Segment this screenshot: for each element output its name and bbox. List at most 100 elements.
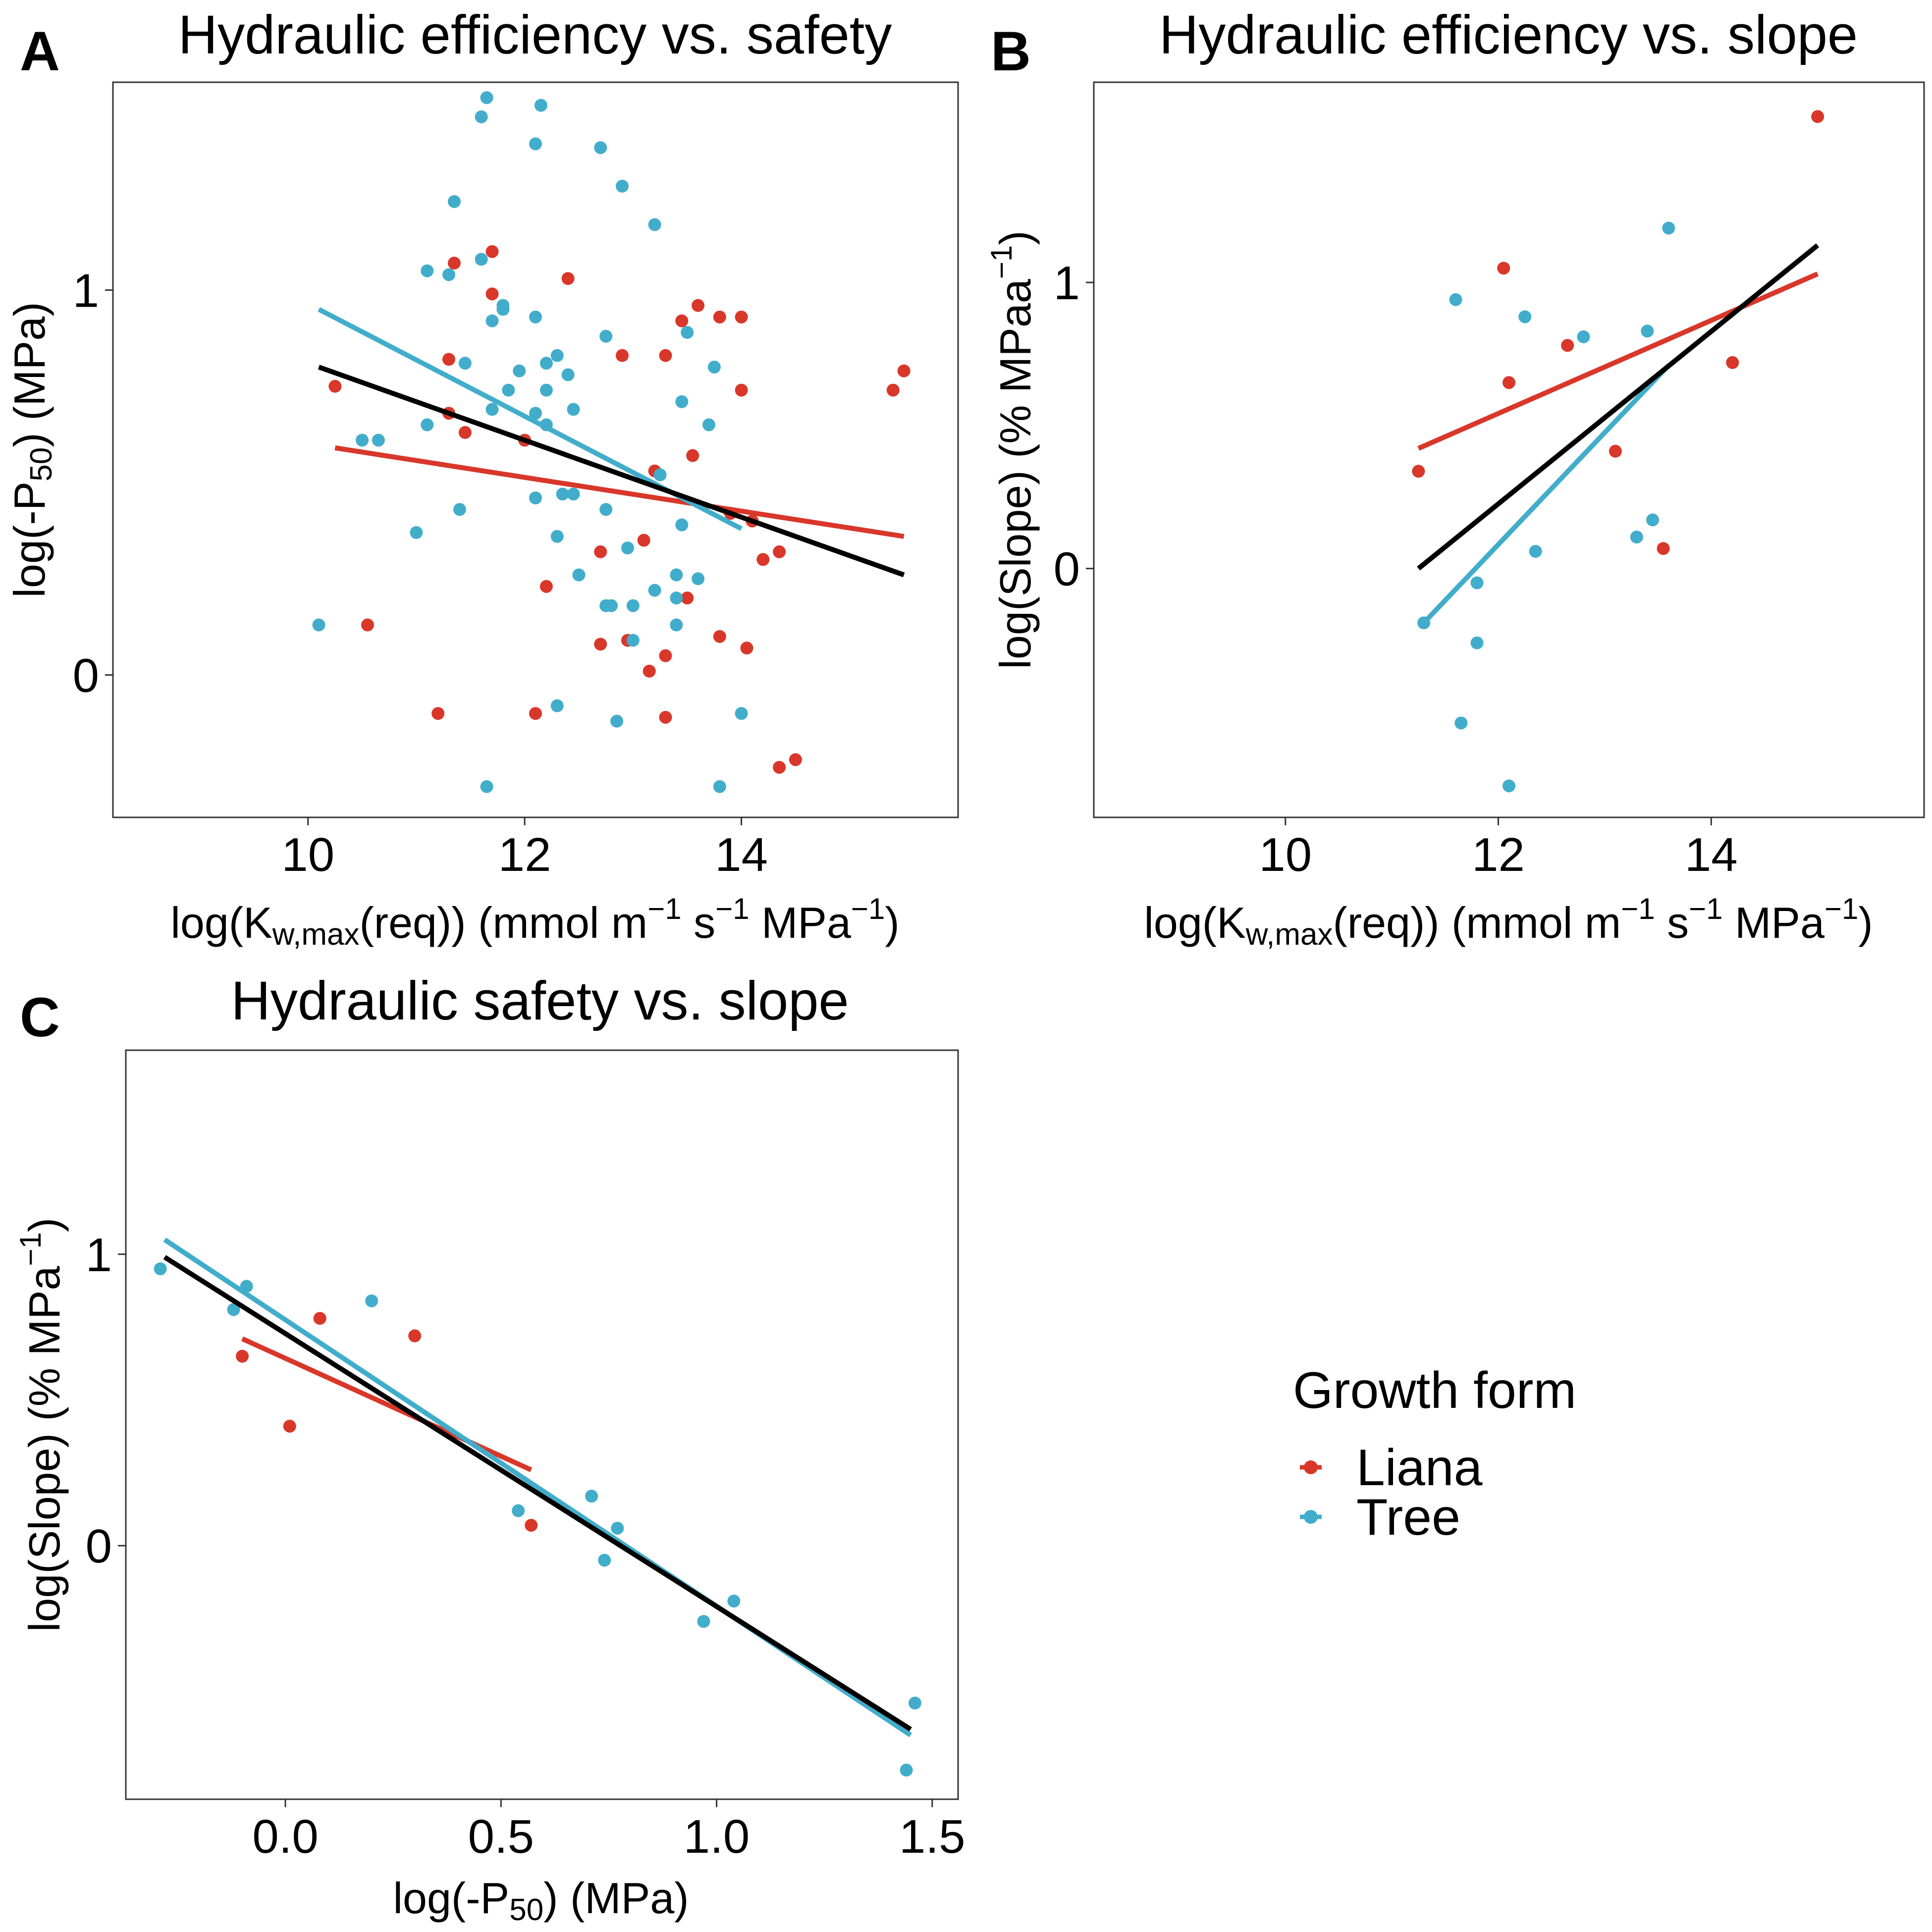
panel-a-point-liana — [897, 364, 911, 377]
panel-b-point-tree — [1503, 779, 1515, 793]
panel-a-point-tree — [670, 568, 683, 582]
panel-a-fit-line-all — [318, 365, 905, 578]
panel-b-point-liana — [1609, 444, 1622, 458]
panel-a-point-tree — [670, 591, 683, 605]
panel-a-y-tick-label: 1 — [73, 265, 99, 318]
panel-c-y-axis-label: log(Slope) (% MPa−1) — [14, 1218, 69, 1632]
panel-b-fit-line-liana — [1417, 271, 1819, 451]
panel-a-point-liana — [773, 545, 786, 558]
panel-b-point-liana — [1811, 110, 1825, 123]
panel-c-title: Hydraulic safety vs. slope — [231, 970, 849, 1031]
panel-a-point-tree — [675, 518, 689, 532]
panel-c-point-liana — [236, 1349, 249, 1363]
panel-b-point-tree — [1518, 310, 1532, 323]
panel-b-y-tick-label: 0 — [1054, 543, 1080, 596]
panel-a-point-liana — [756, 553, 770, 566]
panel-a-point-tree — [615, 179, 629, 193]
panel-a-point-tree — [539, 383, 553, 397]
panel-a-y-axis-label: log(-P50) (MPa) — [5, 302, 58, 597]
panel-a-point-tree — [529, 310, 542, 323]
panel-a-point-tree — [675, 395, 689, 408]
panel-a-point-tree — [356, 433, 369, 447]
panel-a-point-liana — [485, 245, 499, 258]
panel-a-point-liana — [447, 257, 461, 270]
panel-b-point-tree — [1577, 330, 1590, 343]
panel-b-fit-line-tree — [1422, 364, 1670, 625]
panel-a-point-liana — [328, 379, 342, 393]
panel-c: C Hydraulic safety vs. slope 0.0 0.5 1.0 1.… — [14, 970, 965, 1927]
panel-b-point-liana — [1726, 356, 1739, 369]
panel-a-point-tree — [529, 137, 542, 151]
panel-a-point-tree — [372, 433, 385, 447]
panel-b-point-liana — [1412, 465, 1425, 478]
panel-b: B Hydraulic efficiency vs. slope 10 12 14 0… — [985, 4, 1925, 952]
panel-a-point-tree — [626, 634, 640, 647]
panel-a-point-liana — [643, 664, 656, 678]
panel-a-point-tree — [561, 368, 575, 381]
panel-a-point-tree — [513, 364, 526, 377]
panel-a-point-liana — [735, 310, 748, 323]
panel-b-point-tree — [1529, 544, 1542, 558]
panel-c-x-axis-label: log(-P50) (MPa) — [393, 1874, 689, 1927]
panel-a-point-liana — [675, 314, 689, 327]
panel-c-point-tree — [585, 1490, 598, 1503]
panel-a-point-tree — [442, 268, 456, 281]
panel-a-point-tree — [594, 141, 607, 155]
panel-a-point-liana — [561, 272, 575, 285]
panel-a-point-liana — [713, 630, 726, 643]
legend-tree-label: Tree — [1356, 1489, 1460, 1546]
panel-b-fit-line-all — [1417, 243, 1820, 571]
panel-a-point-tree — [567, 487, 580, 501]
panel-c-point-tree — [697, 1615, 710, 1628]
panel-c-point-tree — [598, 1554, 611, 1567]
panel-a-point-liana — [659, 349, 672, 362]
panel-c-point-tree — [900, 1764, 913, 1777]
panel-c-point-liana — [525, 1518, 538, 1532]
panel-a-point-tree — [648, 584, 661, 597]
panel-b-plot-area — [1093, 81, 1925, 818]
panel-a-point-tree — [572, 568, 586, 582]
panel-b-point-tree — [1646, 513, 1660, 527]
panel-a-point-liana — [485, 287, 499, 301]
panel-b-point-tree — [1454, 716, 1468, 730]
panel-a-point-tree — [485, 314, 499, 327]
panel-label-b: B — [991, 20, 1031, 82]
panel-a-point-liana — [692, 299, 705, 312]
panel-a-point-tree — [653, 468, 667, 482]
panel-a-point-tree — [605, 599, 618, 612]
panel-c-point-tree — [611, 1521, 624, 1535]
panel-a-point-tree — [529, 407, 542, 420]
panel-c-point-liana — [408, 1329, 422, 1342]
panel-c-fit-line-liana — [241, 1336, 533, 1472]
panel-c-point-tree — [512, 1504, 525, 1517]
panel-c-point-liana — [283, 1419, 296, 1433]
panel-a-point-tree — [550, 699, 564, 712]
legend-tree-dot — [1304, 1510, 1318, 1524]
panel-a-point-tree — [621, 541, 634, 555]
panel-a-point-liana — [659, 649, 672, 662]
legend-item-tree: Tree — [1300, 1489, 1460, 1546]
panel-c-x-tick-label: 0.5 — [468, 1810, 534, 1863]
panel-a-y-tick-label: 0 — [73, 649, 99, 702]
panel-a-point-liana — [886, 383, 900, 397]
panel-a-point-tree — [453, 503, 466, 516]
panel-a-point-liana — [458, 426, 472, 439]
panel-a-point-liana — [686, 449, 699, 462]
panel-b-point-liana — [1503, 376, 1515, 389]
panel-c-plot-area — [125, 1049, 959, 1800]
panel-a-point-tree — [458, 357, 472, 370]
panel-c-x-tick-label: 1.5 — [899, 1810, 965, 1863]
panel-a-point-liana — [681, 591, 694, 605]
panel-b-point-liana — [1561, 339, 1574, 352]
panel-a-point-tree — [567, 403, 580, 416]
panel-b-point-tree — [1630, 531, 1643, 544]
panel-a-point-liana — [361, 618, 374, 632]
panel-c-point-tree — [727, 1594, 741, 1608]
panel-b-point-tree — [1662, 221, 1675, 235]
panel-a-point-tree — [599, 329, 613, 343]
panel-a-x-tick-label: 12 — [498, 828, 551, 881]
legend: Growth form Liana Tree — [1293, 1362, 1576, 1546]
panel-a-point-liana — [539, 580, 553, 593]
panel-c-y-tick-label: 1 — [86, 1229, 112, 1282]
